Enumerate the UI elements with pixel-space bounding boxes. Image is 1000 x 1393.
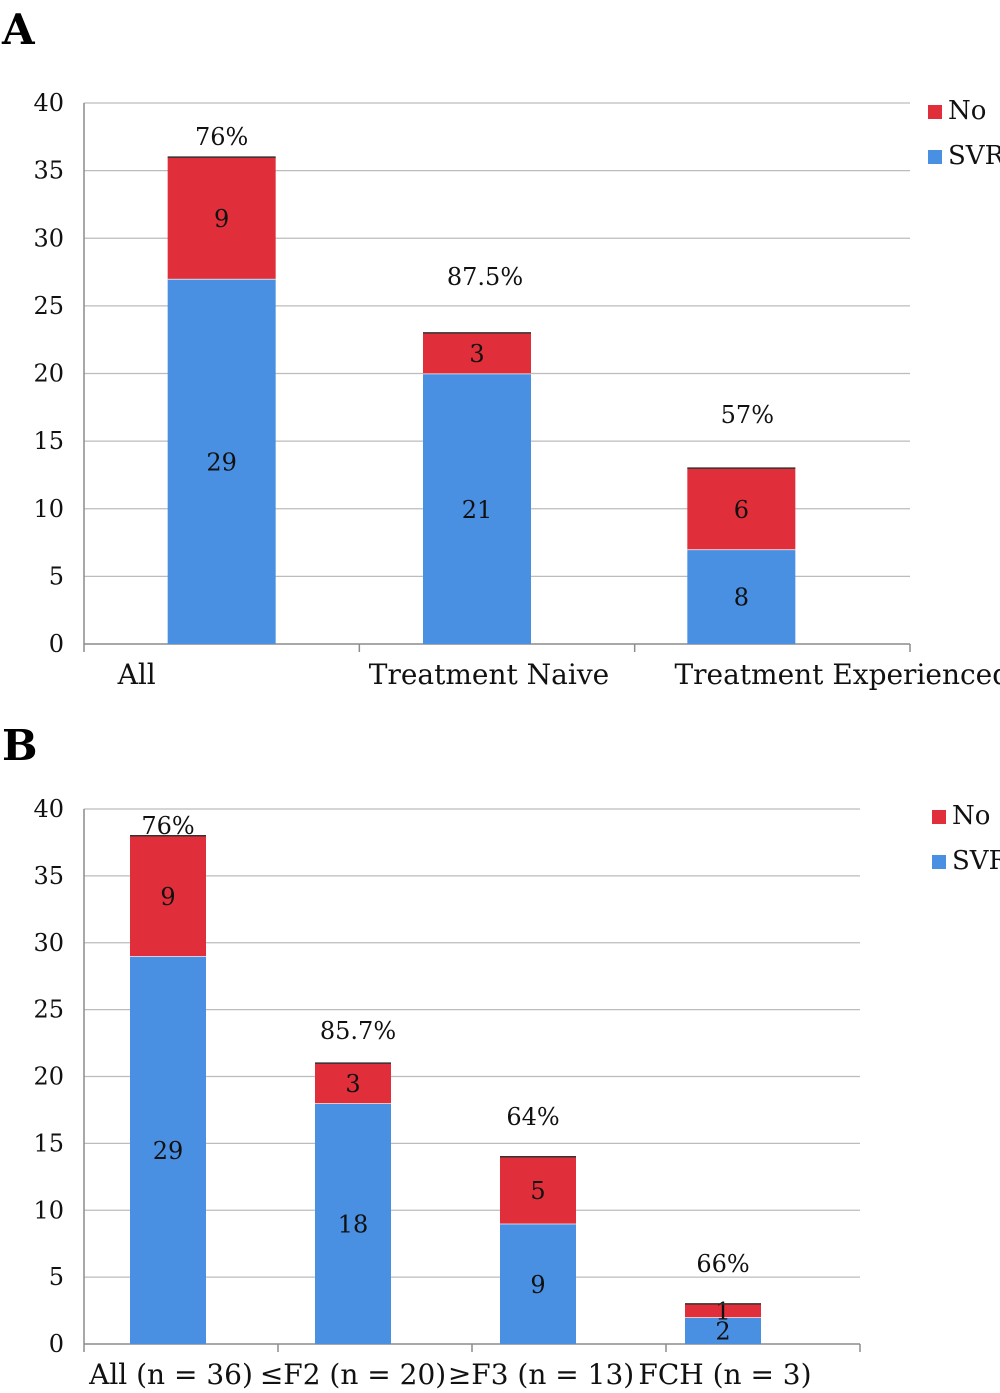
- y-tick-label: 20: [33, 360, 64, 388]
- y-tick-label: 5: [49, 1263, 64, 1291]
- chart-a: 0 5 10 15 20 25 30 35 40 29 9 76% All 21 3 87.5% Treatme…: [33, 89, 1000, 691]
- category-label: ≤F2 (n = 20): [260, 1358, 446, 1391]
- bar-svr-segment: [687, 549, 796, 644]
- bar-no-segment: [167, 157, 276, 279]
- data-label: 9: [530, 1271, 545, 1299]
- bar-no-segment: [130, 835, 206, 957]
- percent-annotation: 85.7%: [320, 1017, 396, 1045]
- percent-annotation: 66%: [696, 1250, 749, 1278]
- category-label: FCH (n = 3): [638, 1358, 811, 1391]
- panel-letter-a: A: [1, 5, 36, 54]
- bar-svr-segment: [315, 1103, 391, 1344]
- legend-swatch-svr: [928, 150, 942, 164]
- legend-swatch-no: [928, 105, 942, 119]
- legend-label-svr: SVR: [948, 141, 1000, 171]
- y-tick-label: 10: [33, 495, 64, 523]
- bar-no-segment: [685, 1303, 761, 1318]
- bar-no-segment: [500, 1156, 576, 1224]
- percent-annotation: 57%: [721, 401, 774, 429]
- y-tick-label: 35: [33, 862, 64, 890]
- category-label: ≥F3 (n = 13): [448, 1358, 634, 1391]
- legend-swatch-svr: [932, 855, 946, 869]
- bar-svr-segment: [167, 278, 276, 644]
- category-label: Treatment Naive: [369, 658, 609, 691]
- legend-label-no: No: [948, 96, 986, 126]
- data-label: 8: [734, 584, 749, 612]
- data-label: 6: [734, 496, 749, 524]
- data-label: 18: [338, 1211, 369, 1239]
- legend-swatch-no: [932, 810, 946, 824]
- y-tick-label: 10: [33, 1196, 64, 1224]
- y-tick-label: 35: [33, 157, 64, 185]
- y-tick-label: 25: [33, 996, 64, 1024]
- percent-annotation: 64%: [506, 1103, 559, 1131]
- data-label: 2: [715, 1318, 730, 1346]
- y-tick-label: 0: [49, 1330, 64, 1358]
- legend-label-no: No: [952, 801, 990, 831]
- bar-no-segment: [687, 468, 796, 550]
- data-label: 29: [206, 448, 237, 476]
- y-tick-label: 15: [33, 1129, 64, 1157]
- data-label: 3: [469, 340, 484, 368]
- panel-letter-b: B: [2, 721, 38, 770]
- bar-svr-segment: [423, 373, 531, 644]
- percent-annotation: 87.5%: [447, 263, 523, 291]
- bar-no-segment: [315, 1063, 391, 1104]
- bar-svr-segment: [130, 956, 206, 1344]
- bar-no-segment: [423, 332, 531, 374]
- category-label: All (n = 36): [88, 1358, 253, 1391]
- data-label: 3: [345, 1070, 360, 1098]
- y-tick-label: 0: [49, 630, 64, 658]
- legend-label-svr: SVR: [952, 846, 1000, 876]
- category-label: Treatment Experienced: [674, 658, 1000, 691]
- percent-annotation: 76%: [195, 123, 248, 151]
- data-label: 1: [715, 1298, 730, 1326]
- y-tick-label: 5: [49, 562, 64, 590]
- category-label: All: [117, 658, 156, 691]
- percent-annotation: 76%: [141, 812, 194, 840]
- y-tick-label: 30: [33, 929, 64, 957]
- y-tick-label: 40: [33, 89, 64, 117]
- data-label: 9: [214, 205, 229, 233]
- y-tick-label: 40: [33, 795, 64, 823]
- data-label: 21: [462, 496, 493, 524]
- bar-svr-segment: [685, 1317, 761, 1344]
- y-tick-label: 25: [33, 292, 64, 320]
- y-tick-label: 30: [33, 224, 64, 252]
- data-label: 9: [160, 883, 175, 911]
- data-label: 29: [153, 1137, 184, 1165]
- y-tick-label: 20: [33, 1063, 64, 1091]
- y-tick-label: 15: [33, 427, 64, 455]
- bar-svr-segment: [500, 1223, 576, 1344]
- data-label: 5: [530, 1177, 545, 1205]
